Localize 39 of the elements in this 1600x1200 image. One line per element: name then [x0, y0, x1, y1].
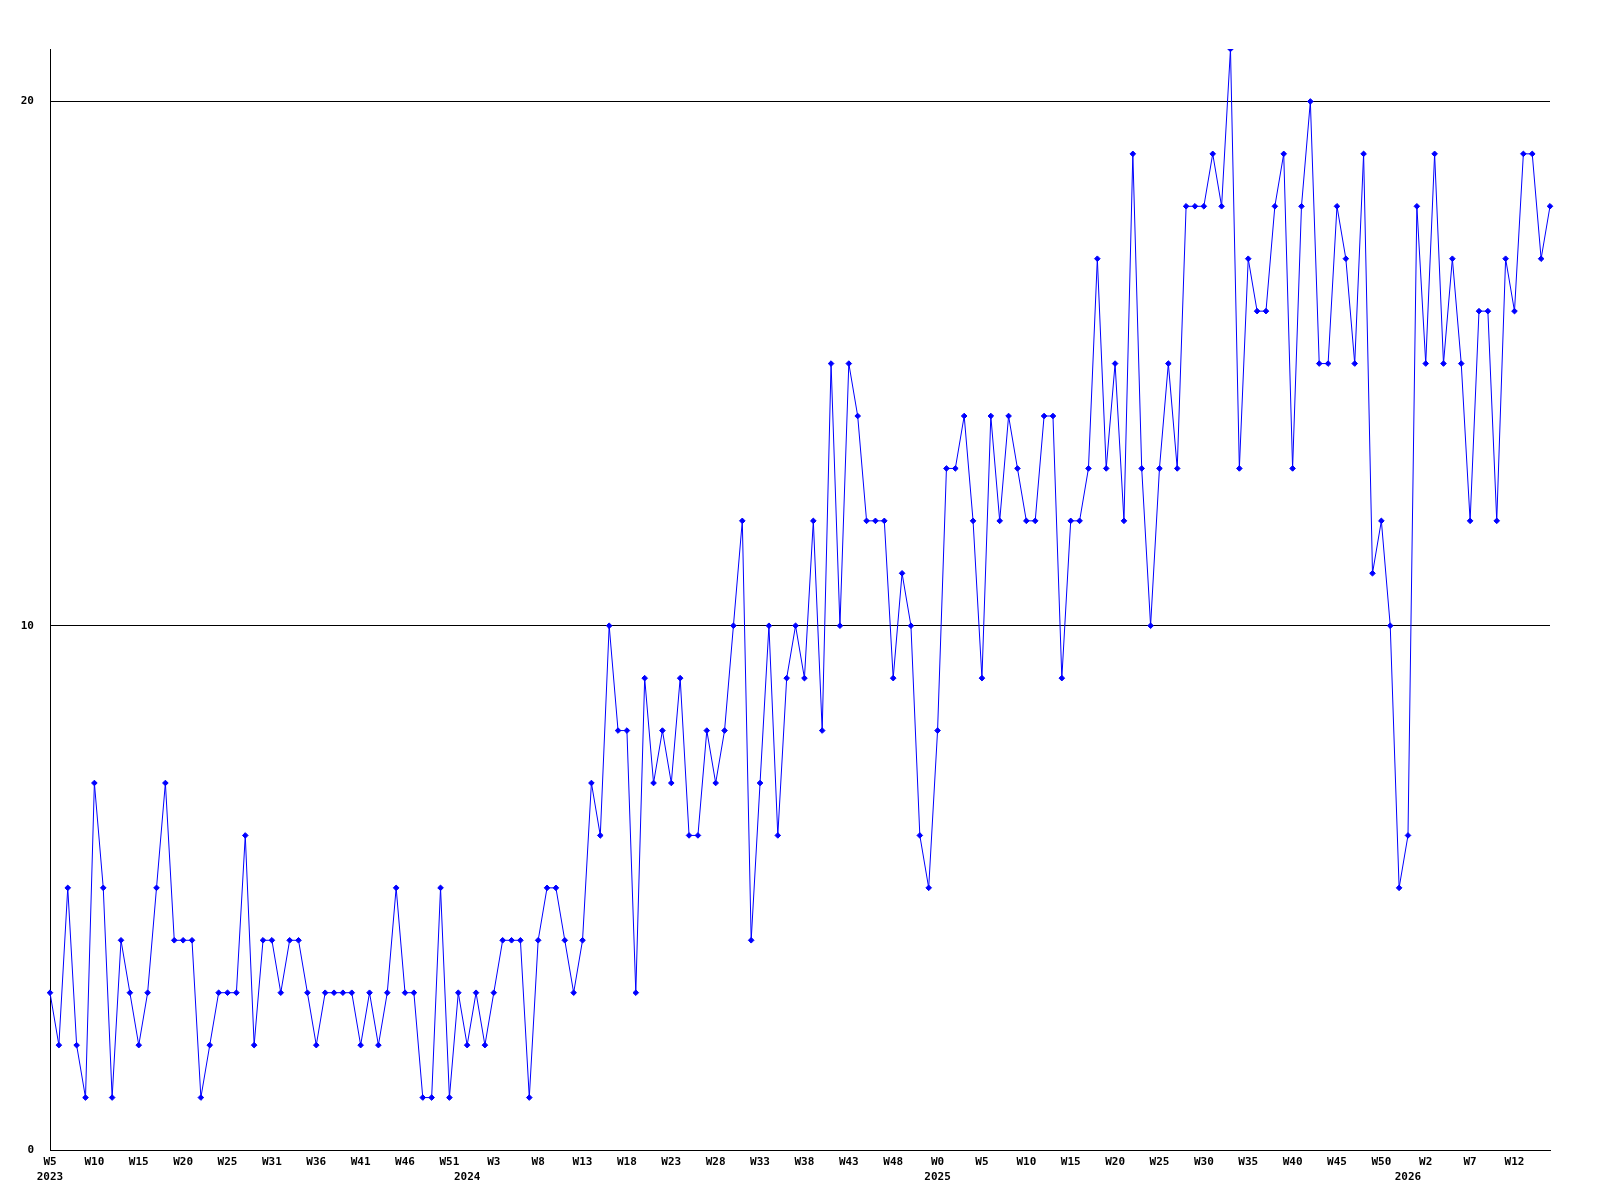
x-tick-label: W25: [217, 1155, 238, 1169]
x-tick-label: W15: [128, 1155, 149, 1169]
x-tick-label: W38: [794, 1155, 815, 1169]
x-tick-label: W15: [1060, 1155, 1081, 1169]
x-tick-label: W50: [1371, 1155, 1392, 1169]
x-tick-label: W3: [487, 1155, 501, 1169]
x-tick-label: W41: [350, 1155, 371, 1169]
x-tick-label: W13: [572, 1155, 593, 1169]
x-tick-label: W20: [173, 1155, 194, 1169]
x-tick-label: W5 2023: [36, 1155, 64, 1184]
x-tick-label: W46: [395, 1155, 416, 1169]
x-tick-label: W33: [750, 1155, 770, 1169]
x-tick-label: W23: [661, 1155, 682, 1169]
x-tick-label: W2: [1419, 1155, 1433, 1169]
x-tick-label: W36: [306, 1155, 327, 1169]
y-tick-label: 0: [27, 1142, 34, 1156]
x-tick-label: W10: [84, 1155, 105, 1169]
x-tick-label: W48: [883, 1155, 904, 1169]
x-tick-label: W51: [439, 1155, 460, 1169]
x-tick-label: W5: [975, 1155, 989, 1169]
x-tick-label: W8: [531, 1155, 545, 1169]
x-tick-label: W28: [705, 1155, 726, 1169]
x-tick-label: W40: [1282, 1155, 1303, 1169]
x-tick-label: W18: [616, 1155, 637, 1169]
x-tick-label: W12: [1504, 1155, 1525, 1169]
x-tick-label: 2024: [453, 1170, 481, 1184]
x-tick-label: W7: [1463, 1155, 1477, 1169]
x-tick-label: W35: [1238, 1155, 1259, 1169]
x-tick-label: W30: [1193, 1155, 1214, 1169]
x-tick-label: W20: [1105, 1155, 1126, 1169]
y-tick-label: 10: [20, 618, 34, 632]
x-tick-label: W0 2025: [924, 1155, 951, 1184]
x-tick-label: W45: [1327, 1155, 1347, 1169]
x-tick-label: W43: [838, 1155, 859, 1169]
x-tick-label: W25: [1149, 1155, 1170, 1169]
x-tick-label: W31: [261, 1155, 283, 1169]
y-tick-label: 20: [20, 94, 34, 108]
x-tick-label: 2026: [1394, 1170, 1422, 1184]
x-tick-label: W10: [1016, 1155, 1037, 1169]
